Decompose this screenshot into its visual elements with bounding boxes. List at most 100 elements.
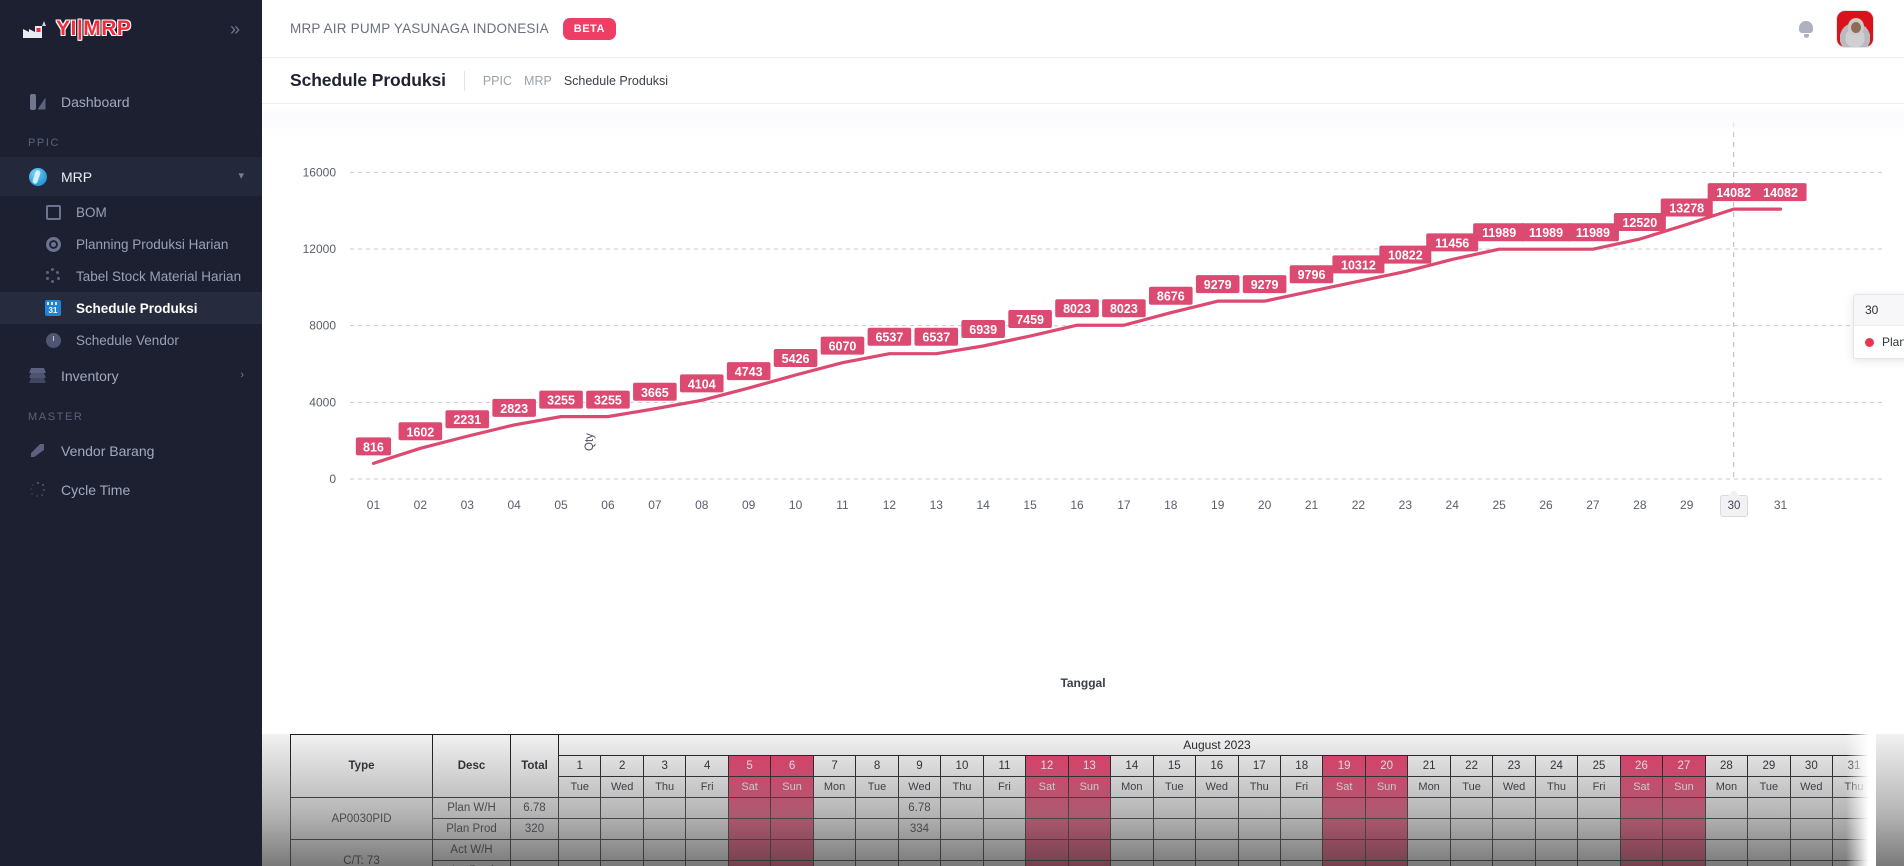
cell-day-31[interactable] (1832, 797, 1876, 819)
cell-day-8[interactable] (855, 797, 899, 819)
cell-day-22[interactable] (1449, 818, 1494, 840)
cell-day-28[interactable] (1704, 839, 1749, 861)
cell-day-9[interactable]: 334 (897, 818, 942, 840)
cell-day-2[interactable] (600, 839, 644, 861)
cell-day-4[interactable] (685, 818, 729, 840)
sidebar-item-planning-produksi-harian[interactable]: Planning Produksi Harian (0, 228, 262, 260)
cell-day-11[interactable] (982, 839, 1027, 861)
cell-day-16[interactable] (1195, 860, 1239, 866)
cell-day-3[interactable] (642, 797, 687, 819)
cell-day-19[interactable] (1322, 860, 1366, 866)
cell-day-4[interactable] (685, 797, 729, 819)
cell-day-10[interactable] (940, 797, 984, 819)
cell-day-26[interactable] (1619, 839, 1664, 861)
cell-day-4[interactable] (685, 839, 729, 861)
cell-day-24[interactable] (1534, 797, 1579, 819)
cell-day-6[interactable] (770, 860, 814, 866)
cell-day-15[interactable] (1152, 839, 1197, 861)
breadcrumb-item-ppic[interactable]: PPIC (482, 73, 513, 88)
cell-day-16[interactable] (1195, 797, 1239, 819)
cell-day-29[interactable] (1747, 818, 1791, 840)
cell-day-31[interactable] (1832, 839, 1876, 861)
cell-day-28[interactable] (1704, 860, 1749, 866)
sidebar-item-bom[interactable]: BOM (0, 196, 262, 228)
cell-day-27[interactable] (1662, 860, 1706, 866)
cell-day-18[interactable] (1279, 860, 1324, 866)
cell-day-7[interactable] (812, 839, 857, 861)
sidebar-group-inventory[interactable]: Inventory › (0, 356, 262, 395)
cell-day-19[interactable] (1322, 839, 1366, 861)
cell-day-14[interactable] (1110, 839, 1154, 861)
cell-day-30[interactable] (1789, 839, 1834, 861)
cell-day-3[interactable] (642, 860, 687, 866)
cell-day-23[interactable] (1492, 860, 1536, 866)
cell-day-21[interactable] (1407, 797, 1451, 819)
cell-day-7[interactable] (812, 860, 857, 866)
cell-day-13[interactable] (1067, 818, 1112, 840)
cell-day-20[interactable] (1364, 797, 1409, 819)
cell-day-1[interactable] (557, 839, 602, 861)
schedule-table-scroll[interactable]: Type Desc Total August 2023 1 2 3 4 5 6 7 8 9 10 1… (290, 734, 1876, 866)
cell-day-27[interactable] (1662, 839, 1706, 861)
cell-day-30[interactable] (1789, 818, 1834, 840)
cell-day-5[interactable] (727, 839, 772, 861)
cell-day-5[interactable] (727, 860, 772, 866)
cell-day-19[interactable] (1322, 818, 1366, 840)
chevron-double-right-icon[interactable]: » (229, 19, 240, 39)
cell-day-10[interactable] (940, 818, 984, 840)
cell-day-11[interactable] (982, 860, 1027, 866)
cell-day-19[interactable] (1322, 797, 1366, 819)
cell-day-6[interactable] (770, 818, 814, 840)
cell-day-24[interactable] (1534, 839, 1579, 861)
cell-day-17[interactable] (1237, 860, 1281, 866)
cell-day-24[interactable] (1534, 860, 1579, 866)
cell-day-4[interactable] (685, 860, 729, 866)
sidebar-item-dashboard[interactable]: Dashboard (0, 82, 262, 121)
sidebar-item-vendor-barang[interactable]: Vendor Barang (0, 431, 262, 470)
cell-day-21[interactable] (1407, 860, 1451, 866)
cell-day-16[interactable] (1195, 818, 1239, 840)
cell-day-12[interactable] (1025, 818, 1069, 840)
cell-day-7[interactable] (812, 797, 857, 819)
cell-day-27[interactable] (1662, 797, 1706, 819)
cell-day-12[interactable] (1025, 860, 1069, 866)
cell-day-2[interactable] (600, 860, 644, 866)
cell-day-20[interactable] (1364, 860, 1409, 866)
sidebar-item-schedule-vendor[interactable]: Schedule Vendor (0, 324, 262, 356)
cell-day-28[interactable] (1704, 818, 1749, 840)
cell-day-25[interactable] (1577, 839, 1621, 861)
cell-day-8[interactable] (855, 818, 899, 840)
cell-day-1[interactable] (557, 818, 602, 840)
cell-day-11[interactable] (982, 818, 1027, 840)
cell-day-18[interactable] (1279, 839, 1324, 861)
cell-day-25[interactable] (1577, 818, 1621, 840)
cell-day-14[interactable] (1110, 818, 1154, 840)
cell-day-30[interactable] (1789, 860, 1834, 866)
cell-day-31[interactable] (1832, 860, 1876, 866)
cell-day-17[interactable] (1237, 818, 1281, 840)
cell-day-13[interactable] (1067, 797, 1112, 819)
cell-day-31[interactable] (1832, 818, 1876, 840)
chevron-down-icon[interactable]: ▾ (238, 170, 244, 182)
cell-day-12[interactable] (1025, 797, 1069, 819)
cell-day-9[interactable] (897, 860, 942, 866)
cell-day-6[interactable] (770, 839, 814, 861)
cell-day-2[interactable] (600, 797, 644, 819)
cell-day-3[interactable] (642, 839, 687, 861)
cell-day-22[interactable] (1449, 860, 1494, 866)
cell-day-8[interactable] (855, 860, 899, 866)
cell-day-15[interactable] (1152, 797, 1197, 819)
cell-day-21[interactable] (1407, 818, 1451, 840)
cell-day-24[interactable] (1534, 818, 1579, 840)
cell-day-1[interactable] (557, 860, 602, 866)
cell-day-10[interactable] (940, 839, 984, 861)
cell-day-18[interactable] (1279, 797, 1324, 819)
cell-day-25[interactable] (1577, 860, 1621, 866)
cell-day-30[interactable] (1789, 797, 1834, 819)
cell-day-9[interactable]: 6.78 (897, 797, 942, 819)
cell-day-22[interactable] (1449, 797, 1494, 819)
cell-day-26[interactable] (1619, 860, 1664, 866)
cell-day-13[interactable] (1067, 860, 1112, 866)
cell-day-23[interactable] (1492, 839, 1536, 861)
cell-day-1[interactable] (557, 797, 602, 819)
